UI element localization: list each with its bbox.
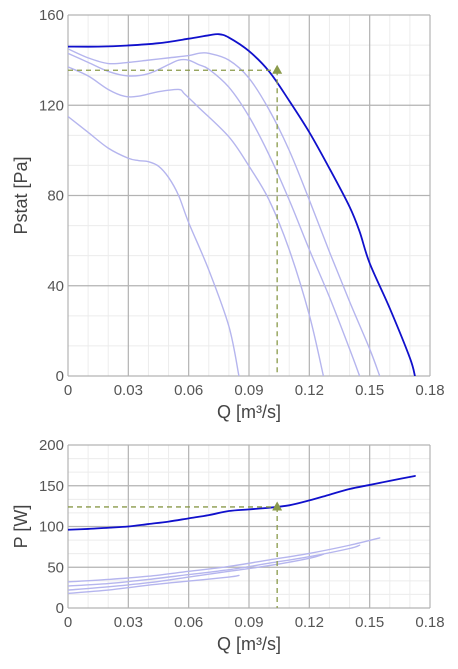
power-x-axis-label: Q [m³/s] [217, 634, 281, 654]
static-pressure-chart: 0 0.03 0.06 0.09 0.12 0.15 0.18 0 40 80 120 160 Q [m… [11, 7, 445, 422]
x-tick-label: 0.06 [174, 614, 203, 631]
pstat-x-axis-label: Q [m³/s] [217, 402, 281, 422]
power-grid [67, 444, 431, 609]
y-tick-label: 100 [39, 519, 64, 536]
operating-point-marker [272, 64, 283, 74]
power-operating-point [68, 501, 283, 608]
secondary-curve-2 [68, 544, 361, 587]
y-tick-label: 120 [39, 97, 64, 114]
main-curve [68, 475, 416, 531]
y-tick-label: 160 [39, 7, 64, 24]
power-chart: 0 0.03 0.06 0.09 0.12 0.15 0.18 0 50 100 150 200 Q [… [11, 437, 445, 654]
x-tick-label: 0.15 [355, 614, 384, 631]
y-tick-label: 200 [39, 437, 64, 454]
x-tick-label: 0.09 [234, 382, 263, 399]
x-tick-label: 0.12 [295, 614, 324, 631]
x-tick-label: 0.12 [295, 382, 324, 399]
power-y-axis-label: P [W] [11, 505, 31, 549]
x-tick-label: 0.06 [174, 382, 203, 399]
secondary-curve-1 [68, 537, 381, 583]
secondary-curve-3 [68, 553, 325, 591]
y-tick-label: 50 [47, 559, 64, 576]
y-tick-label: 150 [39, 478, 64, 495]
y-tick-label: 80 [47, 188, 64, 205]
x-tick-label: 0.18 [415, 382, 444, 399]
pstat-y-axis-label: Pstat [Pa] [11, 156, 31, 234]
x-tick-label: 0.03 [114, 614, 143, 631]
secondary-curve-4 [68, 574, 240, 595]
operating-point-marker [272, 501, 283, 511]
y-tick-label: 40 [47, 278, 64, 295]
x-tick-label: 0.15 [355, 382, 384, 399]
x-tick-label: 0 [64, 382, 72, 399]
secondary-curve-4 [68, 115, 240, 376]
secondary-curve-1 [68, 48, 381, 376]
x-tick-label: 0 [64, 614, 72, 631]
power-series [68, 475, 416, 595]
pstat-operating-point [68, 64, 283, 376]
main-curve [68, 33, 416, 376]
y-tick-label: 0 [56, 368, 64, 385]
power-tick-labels: 0 0.03 0.06 0.09 0.12 0.15 0.18 0 50 100 150 200 [39, 437, 445, 631]
pstat-series [68, 33, 416, 376]
x-tick-label: 0.09 [234, 614, 263, 631]
pstat-tick-labels: 0 0.03 0.06 0.09 0.12 0.15 0.18 0 40 80 120 160 [39, 7, 445, 399]
x-tick-label: 0.03 [114, 382, 143, 399]
y-tick-label: 0 [56, 600, 64, 617]
pstat-grid [67, 14, 431, 377]
secondary-curve-3 [68, 66, 325, 376]
secondary-curve-2 [68, 52, 361, 376]
x-tick-label: 0.18 [415, 614, 444, 631]
